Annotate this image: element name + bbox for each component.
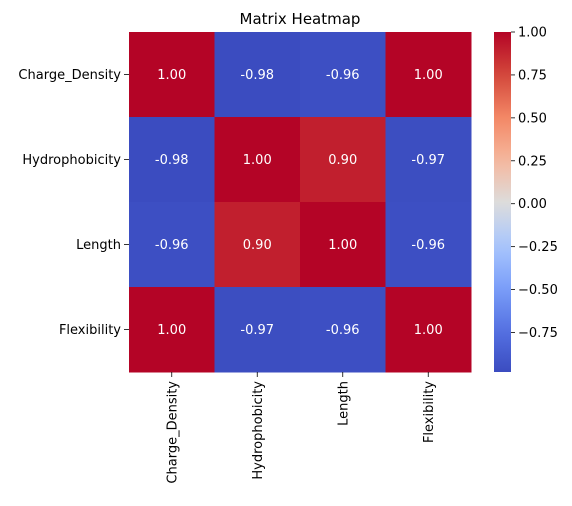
heatmap-cell-label-2-3: -0.96 <box>411 238 445 253</box>
x-tick-label-0: Charge_Density <box>165 381 180 484</box>
x-tick-label-1: Hydrophobicity <box>251 381 266 480</box>
heatmap-cell-label-1-0: -0.98 <box>155 153 189 168</box>
colorbar-tick-label-1: 0.75 <box>518 68 547 83</box>
heatmap-cell-1-3 <box>385 117 472 203</box>
heatmap-cell-label-0-1: -0.98 <box>240 68 274 83</box>
heatmap-cell-2-2 <box>300 202 386 288</box>
colorbar-tick-label-6: −0.50 <box>518 283 558 298</box>
heatmap-cell-label-0-3: 1.00 <box>414 68 443 83</box>
colorbar-tick-label-3: 0.25 <box>518 154 547 169</box>
heatmap-cell-2-1 <box>214 202 301 288</box>
colorbar-tick-label-2: 0.50 <box>518 111 547 126</box>
heatmap-cell-label-0-0: 1.00 <box>157 68 186 83</box>
heatmap-cell-3-2 <box>300 287 386 373</box>
heatmap-cell-0-0 <box>129 32 215 118</box>
heatmap-cell-label-3-2: -0.96 <box>326 323 360 338</box>
colorbar-tick-label-0: 1.00 <box>518 26 547 41</box>
heatmap-cell-label-0-2: -0.96 <box>326 68 360 83</box>
heatmap-cell-3-0 <box>129 287 215 373</box>
y-tick-label-0: Charge_Density <box>18 68 121 83</box>
y-tick-label-2: Length <box>76 238 121 253</box>
heatmap-cell-label-3-0: 1.00 <box>157 323 186 338</box>
heatmap-cell-label-1-1: 1.00 <box>243 153 272 168</box>
heatmap-cell-label-1-3: -0.97 <box>411 153 445 168</box>
y-tick-label-1: Hydrophobicity <box>22 153 121 168</box>
colorbar-tick-label-4: 0.00 <box>518 197 547 212</box>
heatmap-cell-2-0 <box>129 202 215 288</box>
heatmap-cell-0-1 <box>214 32 301 118</box>
colorbar <box>494 32 511 372</box>
x-tick-label-3: Flexibility <box>422 381 437 443</box>
heatmap-cell-3-3 <box>385 287 472 373</box>
chart-title: Matrix Heatmap <box>240 10 361 28</box>
heatmap-cell-1-0 <box>129 117 215 203</box>
heatmap-cell-1-2 <box>300 117 386 203</box>
heatmap-cell-label-2-2: 1.00 <box>328 238 357 253</box>
y-tick-label-3: Flexibility <box>59 323 121 338</box>
colorbar-tick-label-7: −0.75 <box>518 326 558 341</box>
heatmap-cell-label-3-1: -0.97 <box>240 323 274 338</box>
heatmap-cell-label-2-0: -0.96 <box>155 238 189 253</box>
heatmap-cell-3-1 <box>214 287 301 373</box>
x-tick-label-2: Length <box>336 381 351 426</box>
heatmap-cell-1-1 <box>214 117 301 203</box>
heatmap-cell-label-2-1: 0.90 <box>243 238 272 253</box>
heatmap-cell-label-1-2: 0.90 <box>328 153 357 168</box>
heatmap-cell-label-3-3: 1.00 <box>414 323 443 338</box>
heatmap-cell-2-3 <box>385 202 472 288</box>
colorbar-tick-label-5: −0.25 <box>518 240 558 255</box>
heatmap-cell-0-2 <box>300 32 386 118</box>
heatmap-cell-0-3 <box>385 32 472 118</box>
